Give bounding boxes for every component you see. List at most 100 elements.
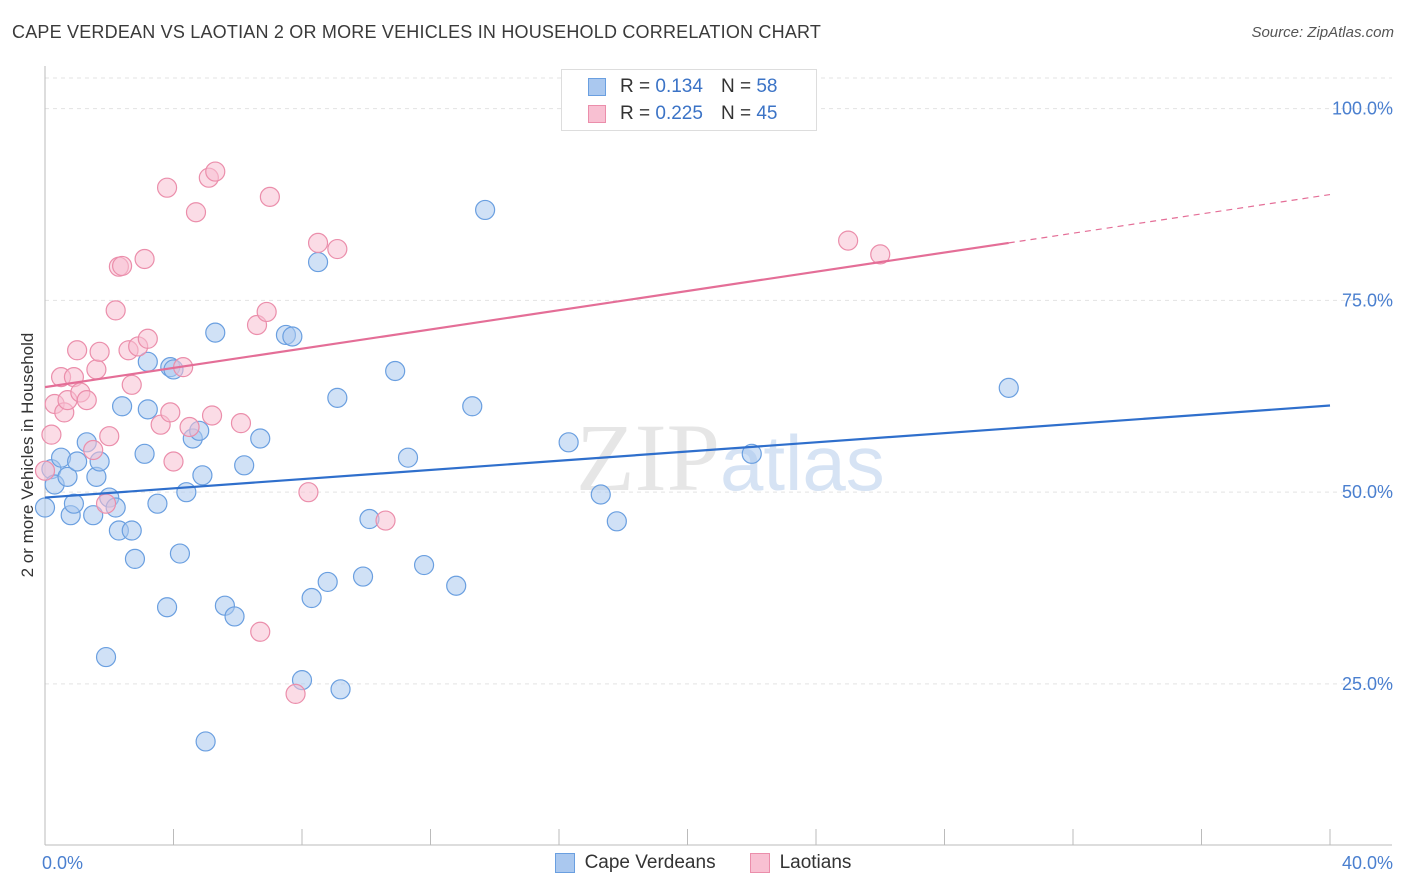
- legend-r-label: R =: [620, 103, 651, 124]
- legend-n-value: 58: [756, 76, 778, 97]
- y-tick-label: 75.0%: [1342, 290, 1393, 310]
- point-laotian: [185, 202, 207, 223]
- bottom-legend-lao: Laotians: [749, 852, 852, 874]
- source-credit: Source: ZipAtlas.com: [1251, 24, 1394, 41]
- chart-title: CAPE VERDEAN VS LAOTIAN 2 OR MORE VEHICL…: [12, 22, 822, 42]
- point-cape-verdean: [176, 482, 197, 503]
- point-laotian: [256, 301, 277, 323]
- point-cape-verdean: [462, 396, 483, 417]
- y-tick-label: 50.0%: [1342, 482, 1393, 502]
- point-laotian: [121, 374, 142, 395]
- point-laotian: [163, 451, 184, 472]
- point-cape-verdean: [224, 606, 245, 627]
- point-laotian: [285, 683, 306, 705]
- point-cape-verdean: [121, 520, 142, 541]
- point-laotian: [99, 426, 120, 447]
- point-cape-verdean: [34, 497, 56, 518]
- y-tick-label: 100.0%: [1332, 99, 1393, 119]
- point-cape-verdean: [446, 575, 467, 596]
- legend-r-value: 0.134: [655, 76, 703, 97]
- gridlines: [45, 77, 1392, 685]
- point-cape-verdean: [327, 387, 348, 408]
- point-cape-verdean: [205, 322, 226, 343]
- tick-labels: 25.0% 50.0% 75.0% 100.0% 0.0% 40.0%: [42, 99, 1393, 873]
- point-cape-verdean: [156, 597, 178, 618]
- point-laotian: [105, 300, 126, 321]
- point-cape-verdean: [558, 432, 579, 453]
- point-laotian: [95, 493, 117, 514]
- legend-r-value: 0.225: [655, 103, 703, 124]
- point-cape-verdean: [301, 587, 322, 609]
- legend-n-label: N =: [720, 76, 752, 97]
- point-cape-verdean: [124, 548, 146, 570]
- point-cape-verdean: [282, 326, 303, 347]
- x-tick-label: 40.0%: [1342, 853, 1393, 873]
- legend-row-cape: R = 0.134 N = 58: [588, 75, 777, 99]
- point-cape-verdean: [57, 466, 78, 487]
- point-cape-verdean: [137, 399, 158, 420]
- point-laotian: [89, 341, 110, 362]
- point-cape-verdean: [234, 455, 255, 476]
- point-laotian: [838, 230, 859, 251]
- legend-swatch-lao: [588, 105, 606, 123]
- point-laotian: [327, 238, 348, 260]
- bottom-legend: Cape Verdeans Laotians: [0, 852, 1406, 874]
- trend-line-lao-extension: [1008, 193, 1331, 244]
- point-cape-verdean: [195, 731, 216, 752]
- point-cape-verdean: [134, 443, 155, 464]
- point-cape-verdean: [998, 377, 1019, 398]
- point-cape-verdean: [63, 493, 85, 514]
- point-laotian: [179, 416, 200, 438]
- watermark-atlas: atlas: [720, 419, 885, 507]
- point-cape-verdean: [741, 443, 762, 464]
- legend-swatch-cape: [588, 78, 606, 96]
- point-cape-verdean: [413, 554, 435, 576]
- point-cape-verdean: [111, 396, 133, 417]
- point-laotian: [134, 248, 155, 270]
- point-laotian: [307, 232, 329, 254]
- point-cape-verdean: [192, 465, 213, 486]
- trend-lines: [44, 193, 1331, 499]
- legend-n-label: N =: [720, 103, 752, 124]
- point-laotian: [205, 161, 226, 182]
- point-laotian: [76, 390, 97, 411]
- point-laotian: [156, 177, 178, 198]
- point-laotian: [67, 340, 88, 361]
- axes: [44, 66, 1392, 846]
- point-laotian: [375, 510, 396, 531]
- point-cape-verdean: [169, 543, 191, 564]
- bottom-legend-swatch-cape: [554, 853, 575, 873]
- trend-line-lao: [44, 241, 1009, 389]
- trend-line-cape: [44, 404, 1331, 499]
- point-laotian: [34, 460, 56, 481]
- point-laotian: [230, 413, 252, 434]
- point-cape-verdean: [95, 646, 117, 668]
- legend-r-label: R =: [620, 76, 651, 97]
- point-cape-verdean: [83, 505, 104, 526]
- point-cape-verdean: [397, 447, 419, 468]
- series-laotians: [34, 161, 891, 705]
- point-laotian: [298, 482, 319, 503]
- point-cape-verdean: [307, 251, 329, 273]
- point-laotian: [137, 328, 158, 349]
- point-laotian: [86, 359, 107, 380]
- x-tick-label: 0.0%: [42, 853, 83, 873]
- legend: R = 0.134 N = 58 R = 0.225 N = 45: [561, 69, 817, 131]
- point-cape-verdean: [352, 566, 374, 587]
- bottom-legend-swatch-lao: [749, 853, 770, 873]
- point-cape-verdean: [147, 493, 168, 514]
- point-cape-verdean: [475, 199, 496, 221]
- point-laotian: [160, 402, 181, 423]
- point-cape-verdean: [317, 571, 338, 593]
- legend-row-lao: R = 0.225 N = 45: [588, 102, 777, 126]
- point-cape-verdean: [590, 484, 611, 505]
- bottom-legend-label-lao: Laotians: [779, 852, 852, 873]
- series-cape-verdeans: [34, 199, 1019, 752]
- bottom-legend-label-cape: Cape Verdeans: [584, 852, 716, 873]
- point-cape-verdean: [385, 360, 406, 382]
- bottom-legend-cape: Cape Verdeans: [554, 852, 716, 874]
- point-laotian: [83, 439, 104, 461]
- point-cape-verdean: [606, 511, 627, 532]
- point-cape-verdean: [330, 679, 351, 700]
